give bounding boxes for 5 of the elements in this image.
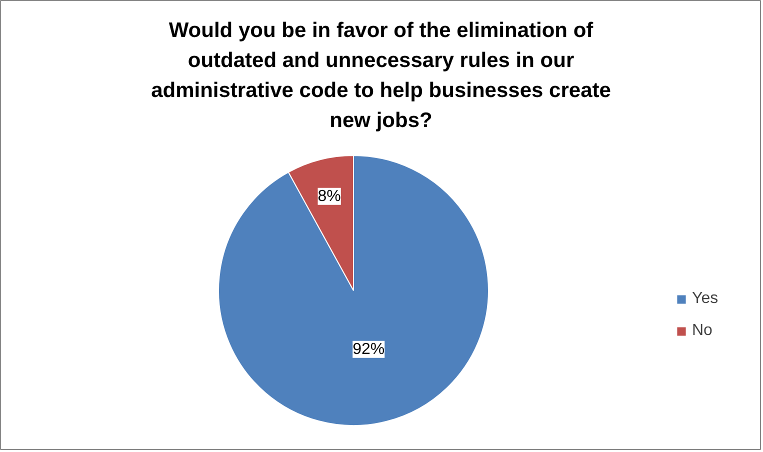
legend-label: No bbox=[692, 322, 712, 340]
data-label: 8% bbox=[318, 188, 341, 205]
legend-label: Yes bbox=[692, 290, 718, 308]
data-label: 92% bbox=[352, 340, 385, 358]
chart-title: Would you be in favor of the elimination of outdated and unnecessary rules in our administrative code to help businesses create new jobs? bbox=[151, 19, 611, 132]
